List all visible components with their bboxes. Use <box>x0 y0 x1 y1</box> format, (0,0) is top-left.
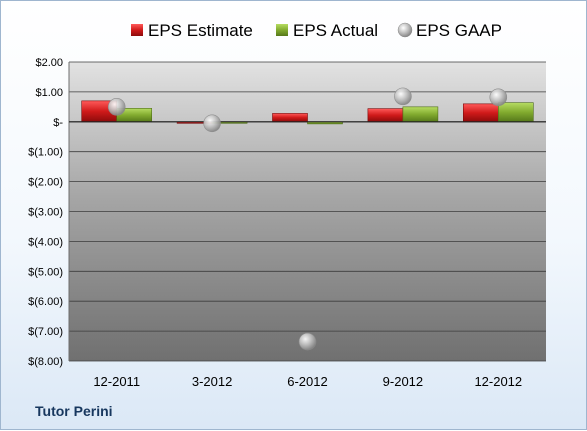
legend-label: EPS GAAP <box>416 21 502 40</box>
y-tick-label: $(5.00) <box>28 266 63 278</box>
legend-swatch <box>276 24 288 36</box>
y-tick-label: $(7.00) <box>28 326 63 338</box>
x-axis-labels: 12-2011 3-2012 6-2012 9-2012 12-2012 <box>93 374 522 389</box>
y-axis-ticks: $2.00 $1.00 $- $(1.00) $(2.00) $(3.00) $(4.00)… <box>28 57 63 368</box>
eps-actual-bar <box>497 102 534 123</box>
eps-estimate-bar <box>367 108 404 123</box>
y-tick-label: $(3.00) <box>28 207 63 219</box>
eps-estimate-bar <box>272 113 308 123</box>
y-tick-label: $(4.00) <box>28 236 63 248</box>
y-tick-label: $(2.00) <box>28 177 63 189</box>
x-tick-label: 12-2011 <box>93 374 140 389</box>
eps-gaap-marker <box>298 332 317 351</box>
x-tick-label: 3-2012 <box>192 374 232 389</box>
y-tick-label: $(1.00) <box>28 147 63 159</box>
bars <box>81 100 534 125</box>
y-tick-label: $(6.00) <box>28 296 63 308</box>
eps-gaap-marker <box>394 87 412 106</box>
gaap-markers <box>107 87 508 351</box>
company-name: Tutor Perini <box>35 403 113 419</box>
eps-estimate-bar <box>462 103 499 123</box>
y-tick-label: $1.00 <box>35 87 63 99</box>
legend-swatch <box>397 22 413 38</box>
y-tick-label: $(8.00) <box>28 356 63 368</box>
eps-actual-bar <box>402 106 439 123</box>
x-tick-label: 9-2012 <box>383 374 423 389</box>
x-tick-label: 12-2012 <box>474 374 522 389</box>
x-tick-label: 6-2012 <box>287 374 327 389</box>
legend-label: EPS Estimate <box>148 21 253 40</box>
eps-gaap-marker <box>203 114 221 133</box>
legend: EPS Estimate EPS Actual EPS GAAP <box>131 21 502 40</box>
eps-gaap-marker <box>107 98 126 116</box>
y-tick-label: $2.00 <box>35 57 63 69</box>
y-tick-label: $- <box>53 117 63 129</box>
legend-label: EPS Actual <box>293 21 378 40</box>
legend-swatch <box>131 24 143 36</box>
eps-gaap-marker <box>489 88 508 107</box>
